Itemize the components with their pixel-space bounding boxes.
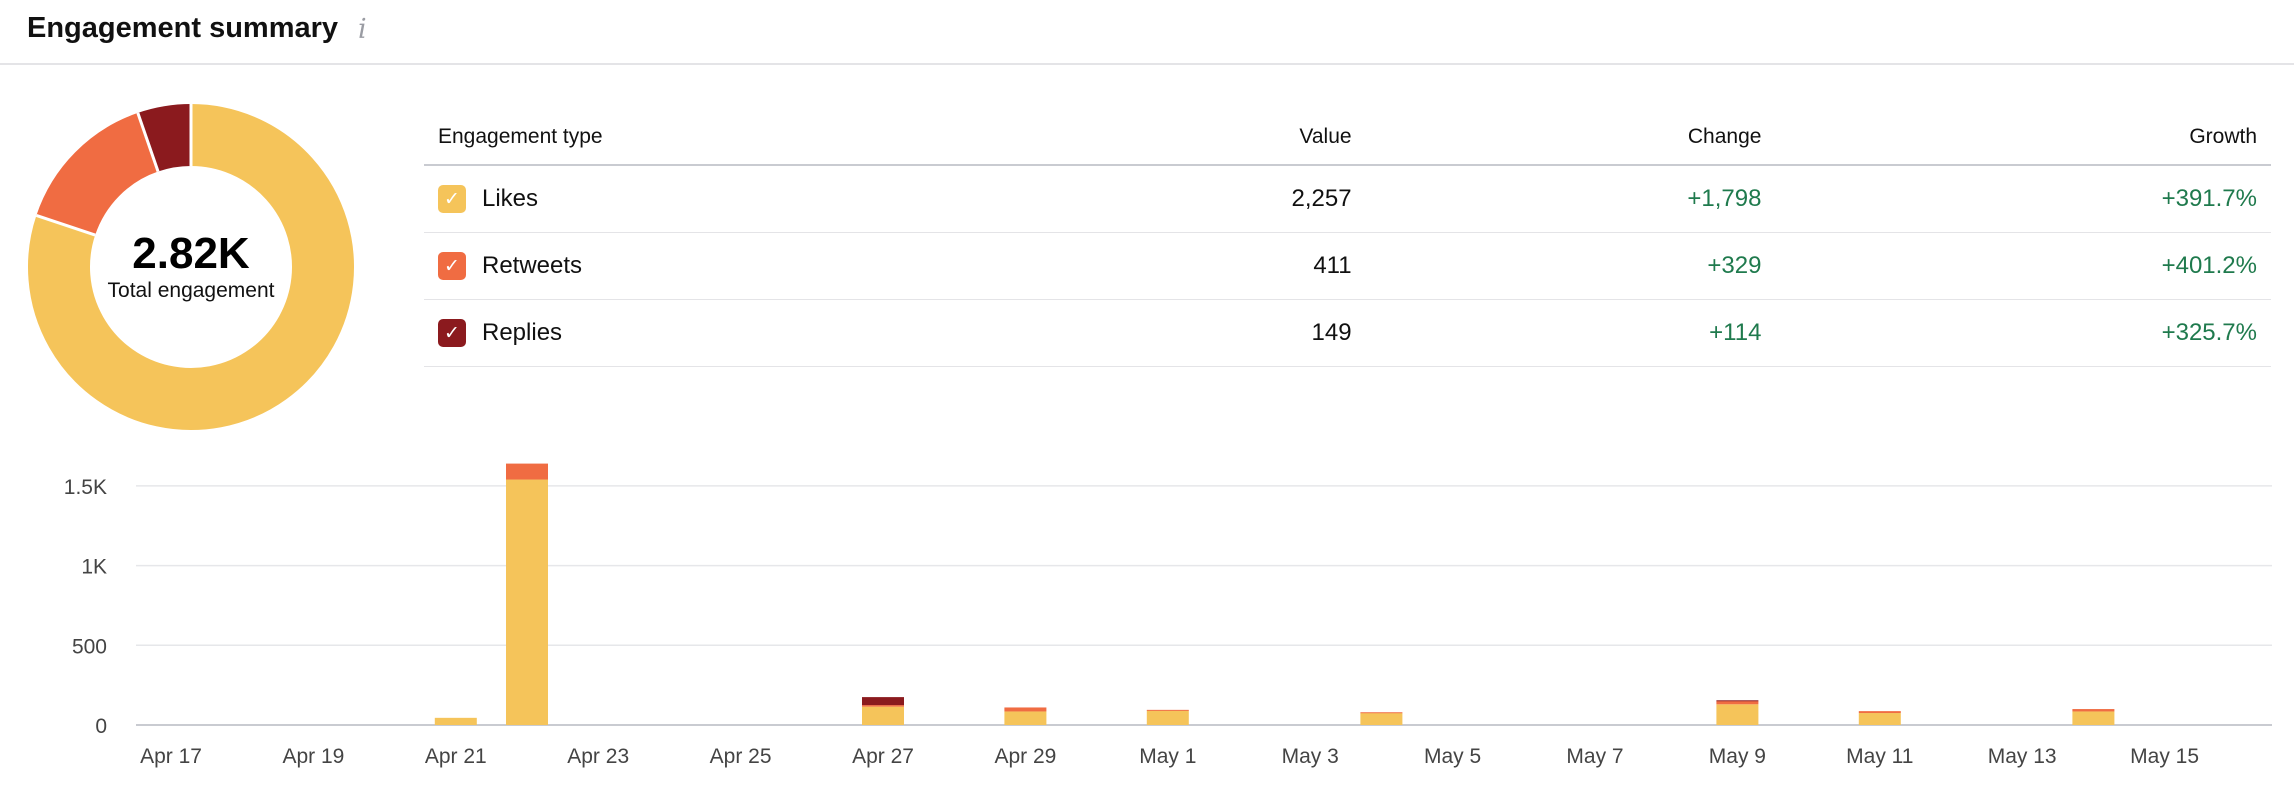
row-value: 149 (1012, 299, 1366, 367)
bar-segment-likes[interactable] (434, 717, 477, 725)
row-value: 2,257 (1012, 165, 1366, 233)
donut-slice-retweets[interactable] (36, 112, 159, 236)
row-label: Retweets (482, 252, 583, 279)
x-tick-label: May 1 (1139, 745, 1196, 768)
y-tick-label: 0 (95, 715, 107, 738)
header-engagement-type[interactable]: Engagement type (424, 110, 1012, 166)
section-header: Engagement summary i (0, 0, 2294, 65)
bar-segment-replies[interactable] (1716, 700, 1759, 702)
bar-segment-replies[interactable] (862, 697, 904, 706)
row-change: +114 (1365, 299, 1776, 367)
bar-segment-retweets[interactable] (1146, 709, 1189, 711)
likes-checkbox[interactable]: ✓ (438, 185, 466, 213)
row-growth: +325.7% (1775, 299, 2271, 367)
x-tick-label: May 7 (1566, 745, 1623, 768)
bar-segment-retweets[interactable] (1858, 711, 1901, 714)
engagement-donut-chart (26, 102, 356, 432)
y-tick-label: 1.5K (64, 476, 107, 499)
x-tick-label: Apr 21 (425, 745, 487, 768)
section-title: Engagement summary (27, 12, 339, 44)
bar-segment-likes[interactable] (1146, 710, 1189, 725)
donut-slice-replies[interactable] (137, 104, 192, 172)
x-tick-label: May 11 (1846, 745, 1913, 768)
table-row-likes: ✓ Likes 2,257 +1,798 +391.7% (424, 165, 2271, 233)
bar-segment-likes[interactable] (506, 479, 548, 725)
y-tick-label: 1K (81, 556, 107, 579)
bar-segment-likes[interactable] (2072, 711, 2115, 725)
donut-separator (35, 214, 96, 237)
donut-slice-likes[interactable] (28, 104, 354, 430)
header-growth[interactable]: Growth (1775, 110, 2271, 166)
bar-segment-retweets[interactable] (862, 705, 904, 707)
retweets-checkbox[interactable]: ✓ (438, 252, 466, 280)
table-row-replies: ✓ Replies 149 +114 +325.7% (424, 299, 2271, 367)
row-growth: +401.2% (1775, 232, 2271, 300)
header-value[interactable]: Value (1012, 110, 1366, 166)
bar-segment-likes[interactable] (1716, 704, 1759, 725)
bar-segment-retweets[interactable] (1360, 712, 1403, 714)
bar-segment-likes[interactable] (1004, 711, 1047, 725)
bar-segment-retweets[interactable] (1716, 701, 1759, 705)
bar-segment-retweets[interactable] (1004, 707, 1047, 712)
x-tick-label: May 13 (1988, 745, 2057, 768)
x-tick-label: Apr 27 (852, 745, 914, 768)
row-label: Likes (482, 185, 539, 212)
row-change: +329 (1365, 232, 1776, 300)
row-label: Replies (482, 319, 563, 346)
info-icon[interactable]: i (358, 14, 367, 45)
header-change[interactable]: Change (1365, 110, 1776, 166)
donut-svg (28, 104, 354, 430)
x-tick-label: May 15 (2130, 745, 2199, 768)
bar-segment-retweets[interactable] (506, 463, 548, 480)
bar-segment-retweets[interactable] (2072, 709, 2115, 712)
y-tick-label: 500 (72, 635, 107, 658)
row-change: +1,798 (1365, 165, 1776, 233)
bar-segment-likes[interactable] (1858, 713, 1901, 725)
x-tick-label: Apr 17 (140, 745, 202, 768)
x-tick-label: Apr 25 (710, 745, 772, 768)
row-value: 411 (1012, 232, 1366, 300)
engagement-table: Engagement type Value Change Growth ✓ Li… (424, 110, 2271, 367)
table-header-row: Engagement type Value Change Growth (424, 110, 2271, 166)
engagement-bar-chart: 0 500 1K 1.5K Apr 17 Apr 19 Apr 21 Apr 23 Apr 25… (64, 463, 2272, 768)
x-tick-label: May 5 (1424, 745, 1481, 768)
row-growth: +391.7% (1775, 165, 2271, 233)
donut-separator (136, 112, 160, 173)
x-tick-label: May 9 (1709, 745, 1766, 768)
replies-checkbox[interactable]: ✓ (438, 319, 466, 347)
x-tick-label: Apr 19 (282, 745, 344, 768)
bar-segment-likes[interactable] (1360, 713, 1403, 725)
x-tick-label: May 3 (1282, 745, 1339, 768)
table-row-retweets: ✓ Retweets 411 +329 +401.2% (424, 232, 2271, 300)
x-tick-label: Apr 23 (567, 745, 629, 768)
bar-segment-likes[interactable] (862, 706, 904, 725)
x-tick-label: Apr 29 (994, 745, 1056, 768)
